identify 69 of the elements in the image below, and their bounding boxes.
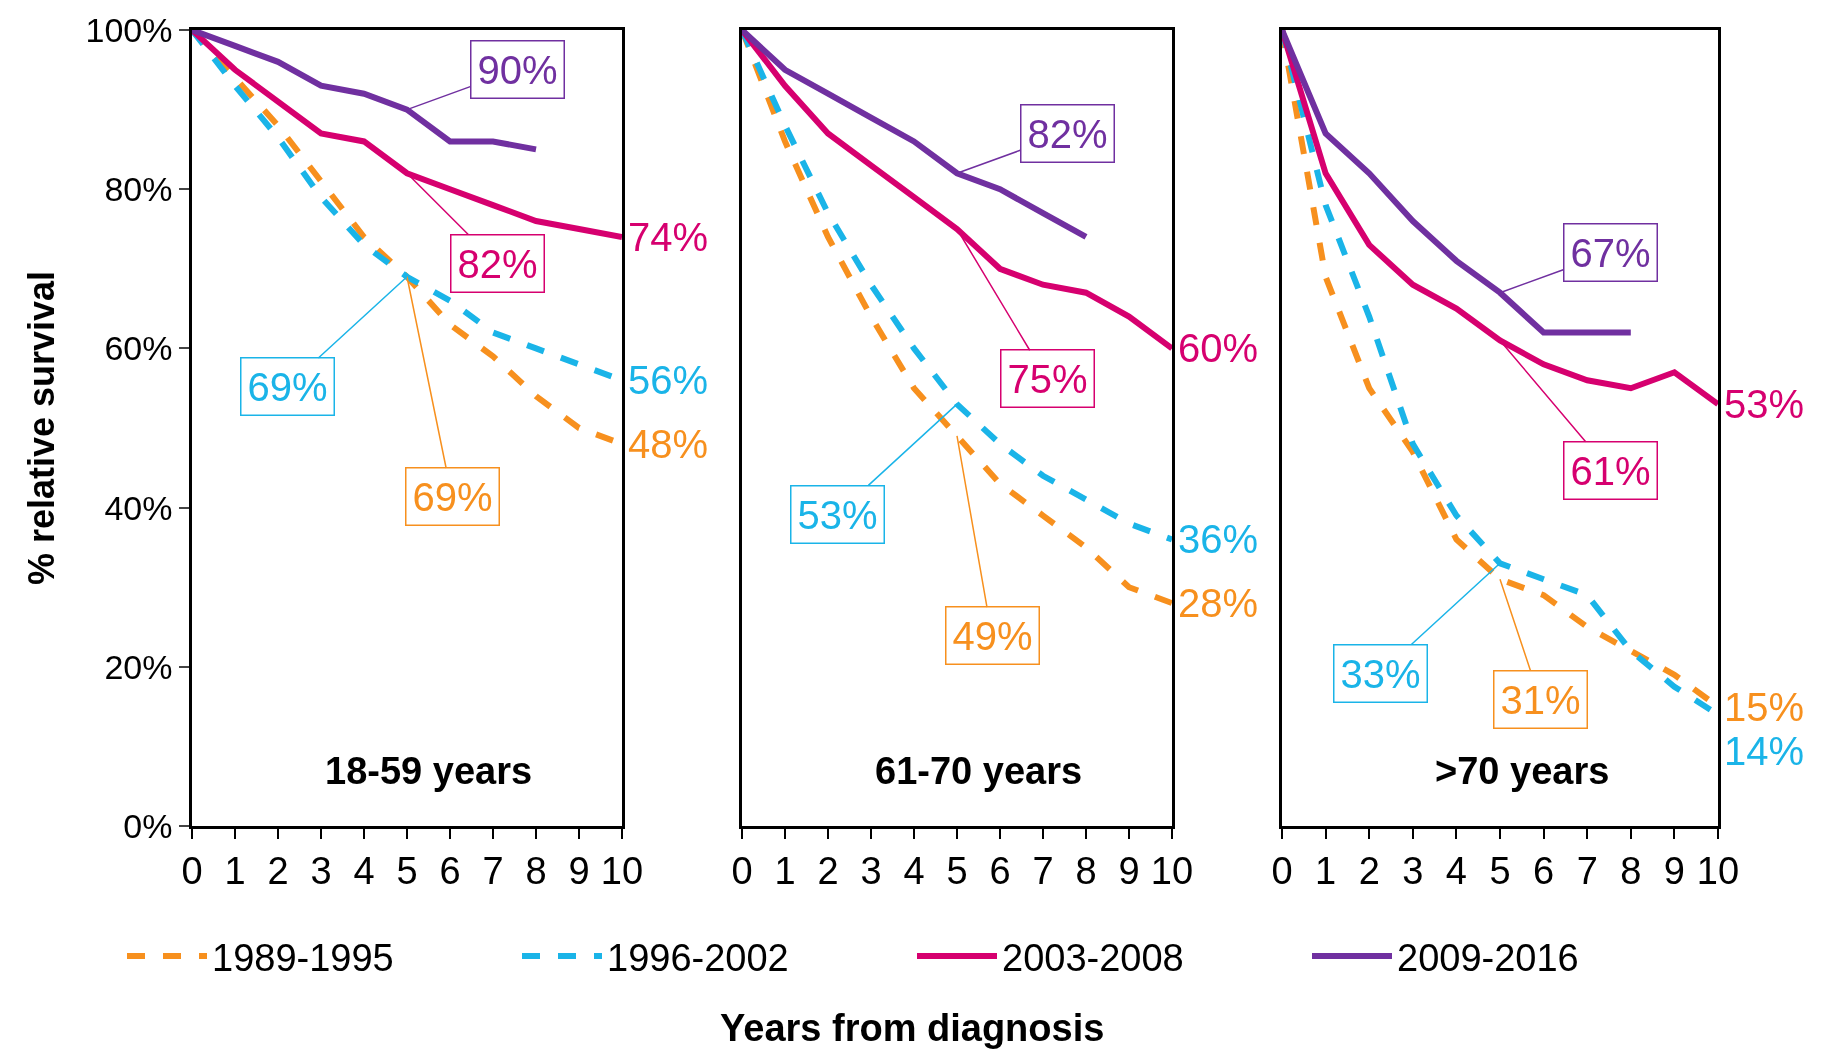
x-tick-label: 3: [310, 850, 332, 893]
data-label: 14%: [1724, 729, 1805, 773]
data-label: 74%: [628, 215, 709, 259]
x-tick-label: 0: [731, 850, 753, 893]
data-label: 31%: [1500, 677, 1581, 722]
x-tick-label: 0: [1271, 850, 1293, 893]
data-label: 60%: [1178, 326, 1259, 370]
x-tick-label: 2: [1358, 850, 1380, 893]
y-axis-title: % relative survival: [21, 270, 63, 586]
y-tick-label: 0%: [123, 806, 173, 845]
data-label: 33%: [1340, 651, 1421, 696]
data-label: 49%: [952, 613, 1033, 658]
x-tick-label: 9: [1118, 850, 1140, 893]
x-tick-label: 1: [774, 850, 796, 893]
legend-label: 2009-2016: [1397, 936, 1579, 979]
x-tick-label: 10: [1150, 850, 1194, 893]
text: >70 years: [1435, 750, 1610, 792]
x-tick-label: 4: [353, 850, 375, 893]
x-axis-title: Years from diagnosis: [720, 1007, 1105, 1049]
y-tick-label: 20%: [104, 647, 173, 686]
x-tick-label: 6: [439, 850, 461, 893]
x-tick-label: 7: [482, 850, 504, 893]
x-tick-label: 4: [903, 850, 925, 893]
data-label: 90%: [477, 47, 558, 92]
data-label: 56%: [628, 358, 709, 402]
data-label: 69%: [412, 474, 493, 519]
x-tick-label: 9: [568, 850, 590, 893]
data-label: 75%: [1007, 356, 1088, 401]
y-tick-label: 80%: [104, 170, 173, 209]
text: 61-70 years: [875, 750, 1083, 792]
data-label: 53%: [797, 492, 878, 537]
y-tick-label: 40%: [104, 488, 173, 527]
x-tick-label: 10: [600, 850, 644, 893]
x-tick-label: 7: [1576, 850, 1598, 893]
x-tick-label: 7: [1032, 850, 1054, 893]
data-label: 82%: [457, 241, 538, 286]
x-tick-label: 2: [267, 850, 289, 893]
y-tick-label: 60%: [104, 329, 173, 368]
data-label: 15%: [1724, 685, 1805, 729]
x-tick-label: 3: [860, 850, 882, 893]
data-label: 28%: [1178, 581, 1259, 625]
x-tick-label: 3: [1402, 850, 1424, 893]
data-label: 48%: [628, 422, 709, 466]
legend-label: 1996-2002: [607, 936, 789, 979]
data-label: 67%: [1570, 230, 1651, 275]
legend-label: 2003-2008: [1002, 936, 1184, 979]
y-tick-label: 100%: [85, 10, 173, 49]
x-tick-label: 8: [1620, 850, 1642, 893]
x-tick-label: 1: [1315, 850, 1337, 893]
x-tick-label: 5: [396, 850, 418, 893]
x-tick-label: 5: [1489, 850, 1511, 893]
x-tick-label: 2: [817, 850, 839, 893]
x-tick-label: 8: [525, 850, 547, 893]
data-label: 61%: [1570, 448, 1651, 493]
x-tick-label: 5: [946, 850, 968, 893]
data-label: 36%: [1178, 517, 1259, 561]
x-tick-label: 9: [1663, 850, 1685, 893]
data-label: 69%: [247, 364, 328, 409]
x-tick-label: 8: [1075, 850, 1097, 893]
x-tick-label: 6: [989, 850, 1011, 893]
x-tick-label: 0: [181, 850, 203, 893]
data-label: 53%: [1724, 382, 1805, 426]
data-label: 82%: [1027, 111, 1108, 156]
x-tick-label: 4: [1445, 850, 1467, 893]
text: 18-59 years: [325, 750, 533, 792]
legend-label: 1989-1995: [212, 936, 394, 979]
x-tick-label: 1: [224, 850, 246, 893]
x-tick-label: 10: [1696, 850, 1740, 893]
x-tick-label: 6: [1533, 850, 1555, 893]
